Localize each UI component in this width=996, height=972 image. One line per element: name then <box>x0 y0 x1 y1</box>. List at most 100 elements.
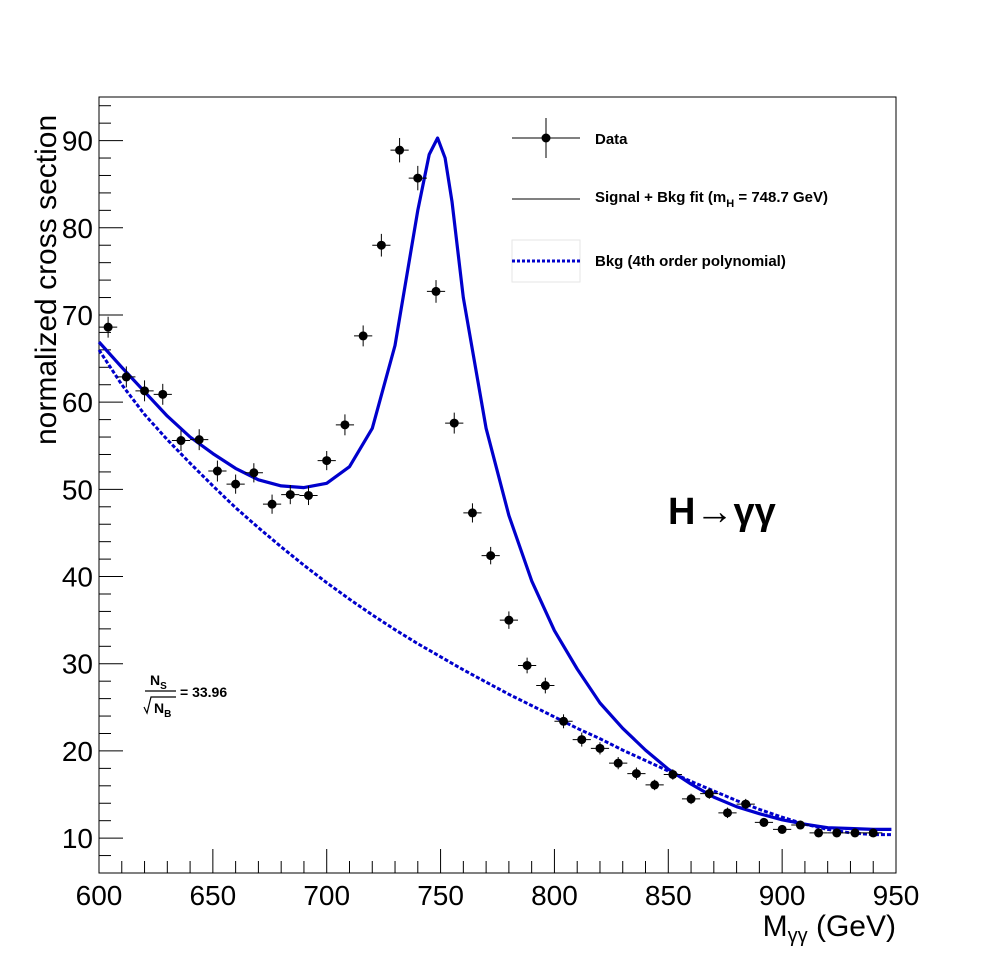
data-marker <box>431 286 441 296</box>
data-point <box>317 450 336 471</box>
data-marker <box>686 794 696 804</box>
process-annotation: H→γγ <box>668 491 776 533</box>
data-point <box>590 742 610 755</box>
data-point <box>190 429 209 451</box>
data-marker <box>741 799 751 809</box>
data-marker <box>613 758 623 768</box>
data-point <box>426 280 446 303</box>
data-marker <box>303 490 313 500</box>
significance-annotation: NS NB = 33.96 <box>143 672 227 720</box>
data-marker <box>467 508 477 518</box>
plot-frame <box>98 96 897 874</box>
data-point <box>736 798 755 810</box>
data-point <box>153 383 172 405</box>
y-tick-label: 50 <box>62 474 93 505</box>
data-point <box>281 485 300 505</box>
sig-value: = 33.96 <box>180 684 227 700</box>
legend-data-marker <box>541 133 551 143</box>
data-marker <box>595 743 605 753</box>
data-marker <box>449 418 459 428</box>
data-marker <box>722 808 732 818</box>
data-point <box>445 412 464 434</box>
x-tick-label: 800 <box>531 880 578 911</box>
data-marker <box>522 660 532 670</box>
data-point <box>499 611 518 629</box>
signal-bkg-fit-curve <box>97 136 892 831</box>
x-axis-title-unit: (GeV) <box>808 910 896 943</box>
data-point <box>681 793 701 805</box>
data-marker <box>212 466 222 476</box>
legend-label-bkg: Bkg (4th order polynomial) <box>595 253 786 270</box>
legend-label-data: Data <box>595 131 628 148</box>
legend-entry-fit: Signal + Bkg fit (mH = 748.7 GeV) <box>512 189 828 210</box>
legend-fit-sub: H <box>726 198 734 210</box>
data-marker <box>631 769 641 779</box>
x-tick-label: 750 <box>417 880 464 911</box>
x-tick-label: 950 <box>873 880 920 911</box>
x-tick-label: 700 <box>303 880 350 911</box>
data-marker <box>121 372 131 382</box>
data-marker <box>814 828 824 838</box>
y-tick-label: 20 <box>62 736 93 767</box>
data-marker <box>194 435 204 445</box>
legend-entry-bkg: Bkg (4th order polynomial) <box>511 239 786 283</box>
data-marker <box>103 322 113 332</box>
data-point <box>627 767 646 780</box>
data-point <box>700 788 719 799</box>
data-point <box>390 137 409 163</box>
fit-curves <box>97 136 892 837</box>
data-marker <box>376 240 386 250</box>
y-tick-label: 70 <box>62 300 93 331</box>
data-point <box>372 233 391 257</box>
data-point <box>754 817 774 827</box>
data-marker <box>231 479 241 489</box>
x-axis-title: Mγγ (GeV) <box>763 910 896 947</box>
x-tick-label: 850 <box>645 880 692 911</box>
sig-denominator: NB <box>154 700 171 720</box>
y-tick-label: 80 <box>62 213 93 244</box>
data-marker <box>832 828 842 838</box>
data-marker <box>249 468 259 478</box>
data-point <box>354 325 373 347</box>
y-tick-label: 60 <box>62 387 93 418</box>
data-point <box>536 677 555 694</box>
data-point <box>845 828 865 838</box>
data-marker <box>868 828 878 838</box>
data-marker <box>140 386 150 396</box>
data-point <box>208 460 227 482</box>
data-marker <box>322 456 332 466</box>
data-point <box>517 657 537 674</box>
legend-label-fit: Signal + Bkg fit (mH = 748.7 GeV) <box>595 189 828 210</box>
data-points <box>99 137 883 838</box>
x-axis-title-sub: γγ <box>788 925 808 947</box>
data-marker <box>358 331 368 341</box>
data-point <box>645 779 664 791</box>
sig-sqrt-sign <box>143 696 176 715</box>
data-marker <box>395 145 405 155</box>
data-marker <box>704 789 714 799</box>
data-marker <box>285 490 295 500</box>
legend-fit-rest: = 748.7 GeV) <box>734 189 828 206</box>
legend-entry-data: Data <box>512 118 628 158</box>
y-axis: 10 20 30 40 50 60 70 80 90 <box>62 105 123 874</box>
data-point <box>718 807 737 819</box>
data-point <box>244 463 263 483</box>
x-tick-label: 600 <box>76 880 123 911</box>
data-marker <box>777 824 787 834</box>
data-point <box>809 828 828 838</box>
data-point <box>663 769 682 780</box>
data-point <box>135 380 154 402</box>
data-point <box>864 828 883 838</box>
data-point <box>335 414 355 436</box>
data-marker <box>850 828 860 838</box>
y-axis-title: normalized cross section <box>30 115 63 445</box>
data-point <box>481 546 500 565</box>
data-marker <box>668 769 678 779</box>
y-tick-label: 90 <box>62 126 93 157</box>
x-tick-label: 650 <box>189 880 236 911</box>
data-point <box>827 828 846 838</box>
sig-numerator: NS <box>150 672 167 692</box>
data-marker <box>759 817 769 827</box>
data-point <box>262 494 282 514</box>
